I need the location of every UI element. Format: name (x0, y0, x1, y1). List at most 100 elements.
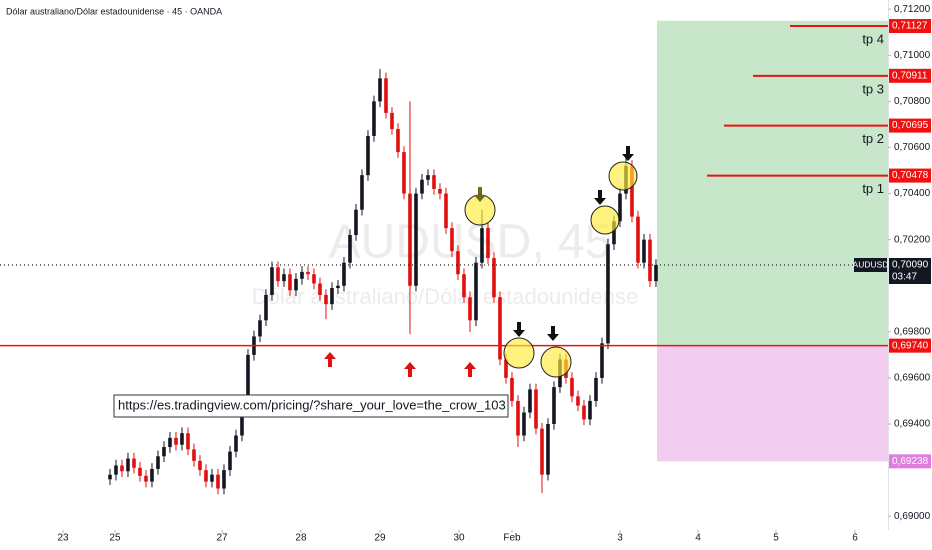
candle-body (228, 451, 232, 471)
candle-body (192, 449, 196, 461)
tp-name: tp 1 (862, 181, 884, 196)
arrow-down (474, 187, 486, 202)
candle-body (288, 274, 292, 291)
candle-body (636, 216, 640, 263)
candle-body (516, 400, 520, 436)
tp-name: tp 2 (862, 131, 884, 146)
candle-body (114, 465, 118, 475)
candle-body (510, 377, 514, 401)
y-tick-label: 0,71000 (894, 50, 931, 61)
candle-body (108, 474, 112, 480)
candle-body (126, 458, 130, 472)
candle-body (258, 320, 262, 337)
candle-body (156, 456, 160, 469)
x-tick-label: 3 (617, 533, 623, 544)
y-tick-label: 0,70800 (894, 96, 931, 107)
candle-body (150, 468, 154, 482)
x-tick-label: 27 (216, 533, 228, 544)
symbol-tag (854, 258, 887, 272)
price-tag (889, 454, 931, 469)
candle-body (468, 297, 472, 321)
candle-body (522, 412, 526, 436)
candle-body (318, 283, 322, 295)
candle-body (630, 165, 634, 217)
circle (503, 337, 535, 369)
candle-body (486, 228, 490, 259)
candle-body (246, 354, 250, 406)
candle-body (120, 465, 124, 472)
candle-body (198, 460, 202, 471)
arrow-down (547, 326, 559, 341)
chart-title: Dólar australiano/Dólar estadounidense ·… (6, 6, 222, 16)
arrow-up (404, 362, 416, 377)
candle-body (330, 288, 334, 305)
candle-body (354, 209, 358, 236)
candle-body (588, 400, 592, 420)
candle-body (402, 152, 406, 194)
candle-body (546, 424, 550, 475)
candle-body (294, 278, 298, 291)
y-tick-label: 0,71200 (894, 4, 931, 15)
candle-body (576, 396, 580, 406)
candle-body (282, 274, 286, 282)
candle-body (462, 274, 466, 298)
y-tick-label: 0,69000 (894, 511, 931, 522)
price-tag-label: 0,70478 (892, 170, 929, 181)
price-tag (889, 258, 931, 284)
candle-body (222, 470, 226, 489)
candle-body (648, 239, 652, 282)
annotations: https://es.tradingview.com/pricing/?shar… (113, 146, 638, 418)
candle-body (528, 389, 532, 413)
candle-body (540, 428, 544, 475)
candle-body (306, 271, 310, 275)
candle-body (180, 433, 184, 445)
candle-body (342, 262, 346, 286)
candle-body (438, 188, 442, 194)
candle-body (534, 389, 538, 429)
y-tick-label: 0,70600 (894, 142, 931, 153)
price-tag (889, 19, 931, 34)
price-tag-label: 0,70090 (892, 260, 929, 271)
candle-body (426, 175, 430, 180)
candle-body (360, 175, 364, 210)
x-tick-label: 4 (695, 533, 701, 544)
candle-body (582, 405, 586, 420)
candle-body (504, 359, 508, 378)
candle-body (606, 244, 610, 344)
tp-name: tp 3 (862, 81, 884, 96)
watermark: AUDUSD, 45 (329, 216, 612, 269)
candle-body (618, 193, 622, 222)
price-tag (889, 338, 931, 353)
candle-body (432, 175, 436, 189)
candle-body (240, 405, 244, 436)
down-arrows (474, 146, 634, 341)
candle-body (492, 258, 496, 298)
candle-body (324, 294, 328, 305)
candle-body (216, 474, 220, 489)
x-tick-label: 29 (374, 533, 386, 544)
candle-body (552, 387, 556, 424)
candle-body (420, 179, 424, 194)
watermark-subtitle: Dólar australiano/Dólar estadounidense (252, 284, 638, 309)
candle-body (186, 433, 190, 450)
candle-body (174, 437, 178, 445)
candle-body (144, 475, 148, 482)
stop-zone (657, 345, 888, 462)
candle-body (378, 78, 382, 102)
candle-body (336, 285, 340, 289)
y-tick-label: 0,69600 (894, 373, 931, 384)
x-tick-label: 5 (773, 533, 779, 544)
price-tag-label: 0,71127 (892, 21, 928, 32)
y-tick-label: 0,69800 (894, 326, 931, 337)
candle-body (654, 265, 658, 282)
x-tick-label: 25 (109, 533, 121, 544)
candle-body (276, 267, 280, 282)
candle-body (168, 437, 172, 448)
price-tag-label: 0,69238 (892, 456, 929, 467)
highlight-circles (464, 161, 638, 378)
candle-body (204, 470, 208, 482)
candle-body (234, 435, 238, 452)
x-tick-label: 6 (852, 533, 858, 544)
candle-body (348, 235, 352, 263)
y-tick-label: 0,70400 (894, 188, 931, 199)
